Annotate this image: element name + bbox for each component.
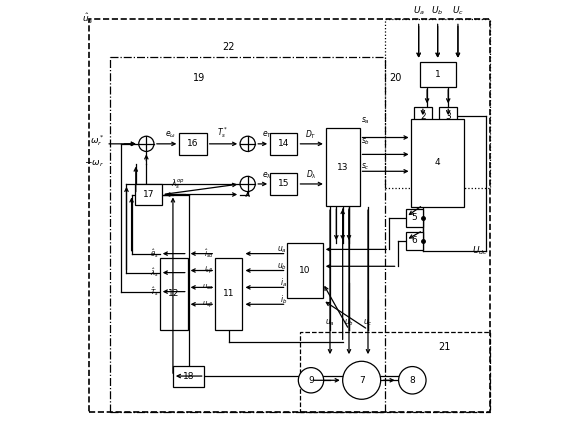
- Text: 18: 18: [183, 371, 194, 380]
- Text: $s_a$: $s_a$: [361, 115, 370, 126]
- Text: $\hat{i}_{s\alpha}$: $\hat{i}_{s\alpha}$: [204, 248, 214, 260]
- Bar: [160, 258, 187, 330]
- Circle shape: [139, 136, 154, 152]
- Text: $\hat{u}_a$: $\hat{u}_a$: [82, 12, 93, 26]
- Bar: [385, 19, 491, 188]
- Text: 22: 22: [223, 42, 235, 52]
- Text: $T_s^*$: $T_s^*$: [217, 125, 228, 140]
- Text: 13: 13: [337, 163, 349, 172]
- Text: 12: 12: [168, 289, 179, 298]
- Text: $s_c$: $s_c$: [361, 162, 370, 173]
- Text: $e_T$: $e_T$: [262, 130, 272, 140]
- Text: $e_\lambda$: $e_\lambda$: [262, 170, 272, 181]
- Bar: [287, 243, 322, 298]
- Text: 9: 9: [308, 376, 314, 385]
- Text: $U_a$: $U_a$: [413, 5, 425, 17]
- Text: 4: 4: [435, 158, 440, 167]
- Text: $s_b$: $s_b$: [361, 136, 370, 147]
- Text: $\omega_r^*$: $\omega_r^*$: [90, 133, 104, 148]
- Text: $\lambda_s^{op}$: $\lambda_s^{op}$: [171, 177, 185, 191]
- Text: $u_{s\beta}$: $u_{s\beta}$: [202, 299, 214, 310]
- Circle shape: [399, 366, 426, 394]
- Text: $U_b$: $U_b$: [432, 5, 444, 17]
- Text: $u_c$: $u_c$: [363, 317, 373, 328]
- Text: 15: 15: [278, 179, 289, 188]
- Text: 1: 1: [434, 70, 440, 79]
- Text: 6: 6: [412, 236, 418, 245]
- Bar: [270, 133, 297, 155]
- Text: $u_b$: $u_b$: [344, 317, 354, 328]
- Text: $\hat{\theta}_s$: $\hat{\theta}_s$: [150, 248, 159, 260]
- Text: $e_\omega$: $e_\omega$: [165, 130, 176, 140]
- Text: $i_{s\beta}$: $i_{s\beta}$: [204, 265, 214, 276]
- Text: 16: 16: [187, 139, 199, 148]
- Bar: [270, 173, 297, 195]
- Text: 10: 10: [299, 266, 311, 275]
- Text: $\hat{\lambda}_s$: $\hat{\lambda}_s$: [150, 266, 159, 279]
- Bar: [420, 61, 456, 87]
- Text: $D_\lambda$: $D_\lambda$: [306, 169, 317, 181]
- Text: 5: 5: [412, 213, 418, 222]
- Text: $\hat{T}_s$: $\hat{T}_s$: [150, 285, 159, 298]
- Circle shape: [240, 176, 255, 192]
- Bar: [179, 133, 207, 155]
- Text: $-\omega_r$: $-\omega_r$: [84, 158, 104, 169]
- Text: 3: 3: [446, 112, 451, 121]
- Text: 8: 8: [409, 376, 415, 385]
- Circle shape: [343, 361, 381, 399]
- Text: 11: 11: [223, 289, 234, 298]
- Text: $u_a$: $u_a$: [325, 317, 335, 328]
- Bar: [300, 332, 491, 412]
- Text: 21: 21: [438, 342, 450, 351]
- Text: $i_b$: $i_b$: [280, 294, 287, 306]
- Text: 20: 20: [390, 73, 402, 83]
- Circle shape: [298, 368, 324, 393]
- Bar: [135, 184, 162, 205]
- Bar: [215, 258, 242, 330]
- Text: 19: 19: [193, 73, 205, 83]
- Bar: [411, 118, 464, 207]
- Bar: [406, 209, 423, 227]
- Text: $i_a$: $i_a$: [280, 277, 287, 289]
- Text: $u_{s\alpha}$: $u_{s\alpha}$: [201, 283, 214, 292]
- Bar: [406, 232, 423, 250]
- Text: $U_c$: $U_c$: [452, 5, 464, 17]
- Text: $D_T$: $D_T$: [305, 128, 317, 141]
- Text: $U_{dc}$: $U_{dc}$: [472, 245, 488, 257]
- Bar: [173, 366, 204, 387]
- Text: $u_a$: $u_a$: [277, 244, 287, 255]
- Text: 2: 2: [420, 112, 426, 121]
- Bar: [439, 107, 457, 126]
- Circle shape: [240, 136, 255, 152]
- Bar: [326, 128, 360, 206]
- Bar: [414, 107, 432, 126]
- Text: 14: 14: [278, 139, 289, 148]
- Text: $u_b$: $u_b$: [277, 261, 287, 271]
- Text: 17: 17: [142, 190, 154, 199]
- Text: 7: 7: [359, 376, 364, 385]
